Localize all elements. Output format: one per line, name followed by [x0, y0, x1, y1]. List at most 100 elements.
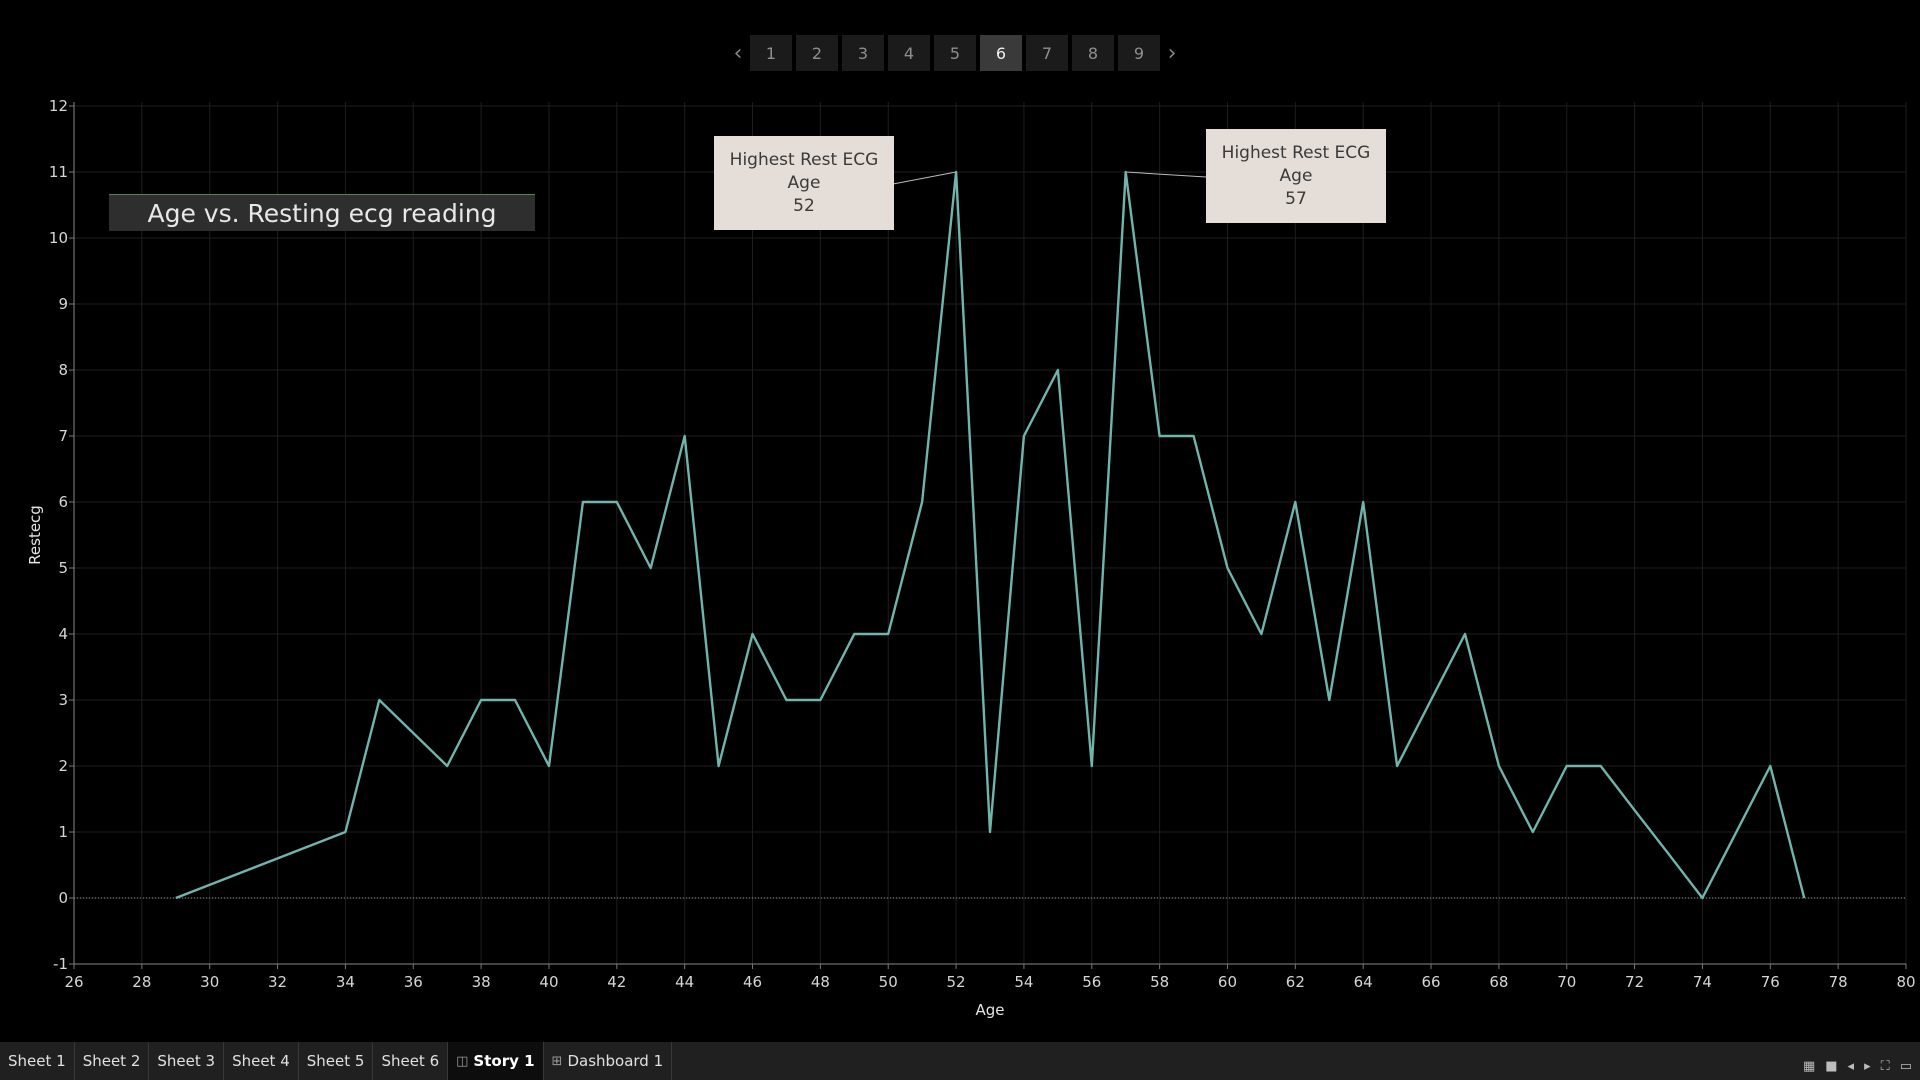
- y-tick-label: 7: [58, 427, 68, 445]
- sheet-tab-bar: Sheet 1 Sheet 2 Sheet 3 Sheet 4 Sheet 5 …: [0, 1042, 1920, 1080]
- annotation-highest-rest-ecg-57: Highest Rest ECG Age 57: [1206, 129, 1386, 223]
- x-tick-label: 64: [1354, 973, 1373, 991]
- story-pager: ‹ 1 2 3 4 5 6 7 8 9 ›: [728, 34, 1182, 72]
- tab-label: Sheet 3: [157, 1052, 216, 1070]
- y-tick-label: 11: [49, 163, 68, 181]
- restecg-line: [175, 170, 1806, 900]
- prev-icon[interactable]: ◂: [1847, 1059, 1855, 1074]
- story-point-1[interactable]: 1: [750, 35, 792, 71]
- gridlines: [73, 102, 1907, 965]
- story-point-9[interactable]: 9: [1118, 35, 1160, 71]
- y-tick-label: 3: [58, 691, 68, 709]
- y-tick-label: 4: [58, 625, 68, 643]
- tab-label: Sheet 5: [306, 1052, 365, 1070]
- x-tick-label: 60: [1218, 973, 1237, 991]
- line-chart: 26 28 30 32 34 36 38 40 42 44 46 48 50 52 54 56 58 60 62 64…: [26, 97, 1916, 1019]
- x-tick-label: 48: [811, 973, 830, 991]
- x-tick-label: 54: [1014, 973, 1033, 991]
- chevron-right-icon[interactable]: ›: [1167, 40, 1177, 66]
- x-tick-label: 28: [132, 973, 151, 991]
- y-tick-label: 12: [49, 97, 68, 115]
- x-tick-label: 30: [200, 973, 219, 991]
- x-tick-label: 34: [336, 973, 355, 991]
- y-axis-title: Restecg: [26, 505, 44, 565]
- tab-label: Story 1: [473, 1052, 535, 1070]
- presentation-icon[interactable]: ▭: [1899, 1059, 1912, 1074]
- tab-sheet-5[interactable]: Sheet 5: [299, 1042, 374, 1080]
- chevron-left-icon[interactable]: ‹: [733, 40, 743, 66]
- annotation-leader-57: [1125, 171, 1207, 178]
- x-tick-label: 74: [1693, 973, 1712, 991]
- dashboard-icon: ⊞: [551, 1053, 563, 1069]
- x-tick-label: 36: [404, 973, 423, 991]
- y-tick-label: 2: [58, 757, 68, 775]
- x-tick-label: 40: [539, 973, 558, 991]
- tab-sheet-4[interactable]: Sheet 4: [224, 1042, 299, 1080]
- status-bar-icons: ▦ ■ ◂ ▸ ⛶ ▭: [1803, 1059, 1912, 1074]
- y-tick-label: 8: [58, 361, 68, 379]
- tab-sheet-1[interactable]: Sheet 1: [0, 1042, 75, 1080]
- annotation-line3: 52: [793, 195, 815, 216]
- single-view-icon[interactable]: ■: [1825, 1059, 1838, 1074]
- tab-story-1[interactable]: ◫ Story 1: [448, 1042, 544, 1080]
- tab-label: Sheet 2: [82, 1052, 141, 1070]
- tab-label: Sheet 1: [8, 1052, 66, 1070]
- x-tick-label: 44: [675, 973, 694, 991]
- x-tick-label: 66: [1421, 973, 1440, 991]
- x-tick-label: 56: [1082, 973, 1101, 991]
- y-tick-label: 5: [58, 559, 68, 577]
- annotation-line1: Highest Rest ECG: [729, 149, 879, 170]
- annotation-line1: Highest Rest ECG: [1221, 142, 1371, 163]
- story-point-5[interactable]: 5: [934, 35, 976, 71]
- chart-title: Age vs. Resting ecg reading: [109, 194, 535, 231]
- story-point-3[interactable]: 3: [842, 35, 884, 71]
- x-tick-label: 26: [64, 973, 83, 991]
- next-icon[interactable]: ▸: [1864, 1059, 1871, 1074]
- x-tick-label: 32: [268, 973, 287, 991]
- y-tick-label: -1: [53, 955, 68, 973]
- y-tick-label: 6: [58, 493, 68, 511]
- annotation-leader-52: [892, 171, 957, 185]
- data-points: [174, 170, 1806, 900]
- x-tick-label: 62: [1286, 973, 1305, 991]
- x-tick-label: 70: [1557, 973, 1576, 991]
- y-tick-label: 9: [58, 295, 68, 313]
- annotation-leaders: [892, 171, 1207, 185]
- tab-sheet-3[interactable]: Sheet 3: [149, 1042, 225, 1080]
- story-point-2[interactable]: 2: [796, 35, 838, 71]
- story-point-6-active[interactable]: 6: [980, 35, 1022, 71]
- x-tick-label: 78: [1829, 973, 1848, 991]
- y-tick-label: 10: [49, 229, 68, 247]
- y-tick-label: 1: [58, 823, 68, 841]
- fullscreen-icon[interactable]: ⛶: [1880, 1059, 1890, 1074]
- x-axis-ticks: 26 28 30 32 34 36 38 40 42 44 46 48 50 52 54 56 58 60 62 64…: [64, 964, 1916, 991]
- x-tick-label: 80: [1896, 973, 1915, 991]
- x-tick-label: 76: [1761, 973, 1780, 991]
- x-tick-label: 50: [879, 973, 898, 991]
- x-tick-label: 52: [947, 973, 966, 991]
- story-icon: ◫: [456, 1053, 469, 1069]
- story-point-7[interactable]: 7: [1026, 35, 1068, 71]
- axes: [73, 102, 1906, 965]
- grid-view-icon[interactable]: ▦: [1802, 1059, 1816, 1074]
- x-tick-label: 38: [472, 973, 491, 991]
- tab-sheet-6[interactable]: Sheet 6: [373, 1042, 449, 1080]
- tab-dashboard-1[interactable]: ⊞ Dashboard 1: [544, 1042, 673, 1080]
- story-point-8[interactable]: 8: [1072, 35, 1114, 71]
- tab-sheet-2[interactable]: Sheet 2: [75, 1042, 150, 1080]
- story-point-4[interactable]: 4: [888, 35, 930, 71]
- x-tick-label: 58: [1150, 973, 1169, 991]
- tab-label: Dashboard 1: [567, 1052, 664, 1070]
- y-tick-label: 0: [58, 889, 68, 907]
- series: [175, 170, 1806, 900]
- annotation-highest-rest-ecg-52: Highest Rest ECG Age 52: [714, 136, 894, 230]
- tab-label: Sheet 6: [381, 1052, 440, 1070]
- annotation-line3: 57: [1285, 188, 1307, 209]
- annotation-line2: Age: [1279, 165, 1313, 186]
- x-axis-title: Age: [975, 1001, 1004, 1019]
- annotation-line2: Age: [787, 172, 821, 193]
- tab-label: Sheet 4: [232, 1052, 290, 1070]
- x-tick-label: 46: [743, 973, 762, 991]
- x-tick-label: 68: [1489, 973, 1508, 991]
